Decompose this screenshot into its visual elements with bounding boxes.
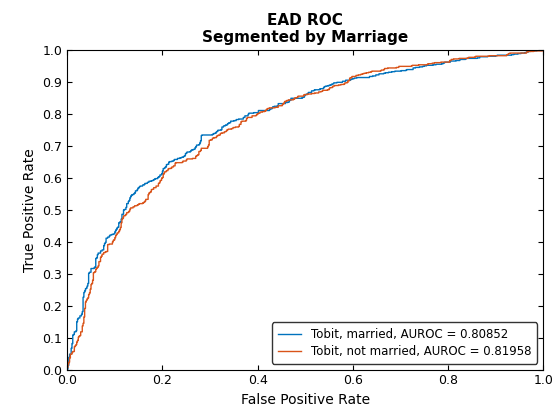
Tobit, not married, AUROC = 0.81958 [64, 367, 71, 372]
Title: EAD ROC
Segmented by Marriage: EAD ROC Segmented by Marriage [202, 13, 408, 45]
Tobit, not married, AUROC = 0.81958 [540, 48, 547, 53]
Tobit, married, AUROC = 0.80852 [534, 48, 540, 53]
Tobit, married, AUROC = 0.80852 [100, 246, 107, 251]
Tobit, not married, AUROC = 0.81958 [292, 96, 298, 101]
Tobit, married, AUROC = 0.80852 [127, 198, 133, 203]
Legend: Tobit, married, AUROC = 0.80852, Tobit, not married, AUROC = 0.81958: Tobit, married, AUROC = 0.80852, Tobit, … [272, 323, 537, 364]
Y-axis label: True Positive Rate: True Positive Rate [23, 148, 37, 272]
X-axis label: False Positive Rate: False Positive Rate [241, 393, 370, 407]
Tobit, married, AUROC = 0.80852 [64, 367, 71, 372]
Tobit, not married, AUROC = 0.81958 [134, 203, 141, 208]
Tobit, married, AUROC = 0.80852 [269, 104, 276, 109]
Tobit, married, AUROC = 0.80852 [358, 75, 365, 80]
Tobit, not married, AUROC = 0.81958 [539, 48, 546, 53]
Tobit, married, AUROC = 0.80852 [540, 48, 547, 53]
Tobit, married, AUROC = 0.80852 [291, 96, 297, 101]
Tobit, not married, AUROC = 0.81958 [355, 73, 362, 78]
Tobit, married, AUROC = 0.80852 [123, 205, 129, 210]
Tobit, not married, AUROC = 0.81958 [271, 105, 278, 110]
Tobit, not married, AUROC = 0.81958 [127, 208, 133, 213]
Tobit, not married, AUROC = 0.81958 [104, 249, 111, 254]
Line: Tobit, not married, AUROC = 0.81958: Tobit, not married, AUROC = 0.81958 [67, 50, 543, 370]
Line: Tobit, married, AUROC = 0.80852: Tobit, married, AUROC = 0.80852 [67, 50, 543, 370]
